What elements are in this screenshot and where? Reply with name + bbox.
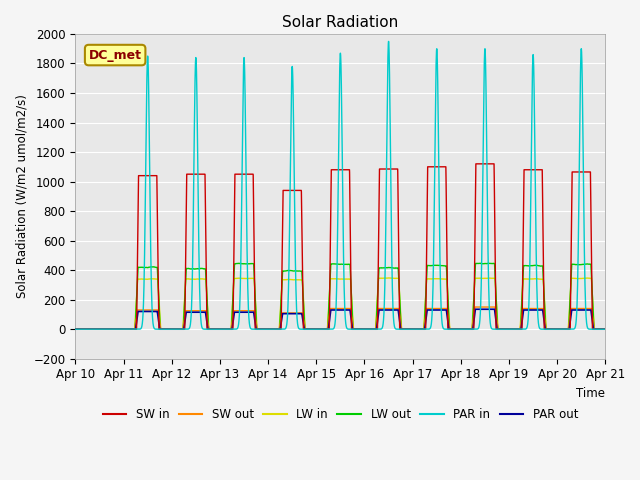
- X-axis label: Time: Time: [577, 387, 605, 400]
- Title: Solar Radiation: Solar Radiation: [282, 15, 399, 30]
- Y-axis label: Solar Radiation (W/m2 umol/m2/s): Solar Radiation (W/m2 umol/m2/s): [15, 95, 28, 298]
- Legend: SW in, SW out, LW in, LW out, PAR in, PAR out: SW in, SW out, LW in, LW out, PAR in, PA…: [98, 404, 583, 426]
- Text: DC_met: DC_met: [89, 48, 141, 61]
